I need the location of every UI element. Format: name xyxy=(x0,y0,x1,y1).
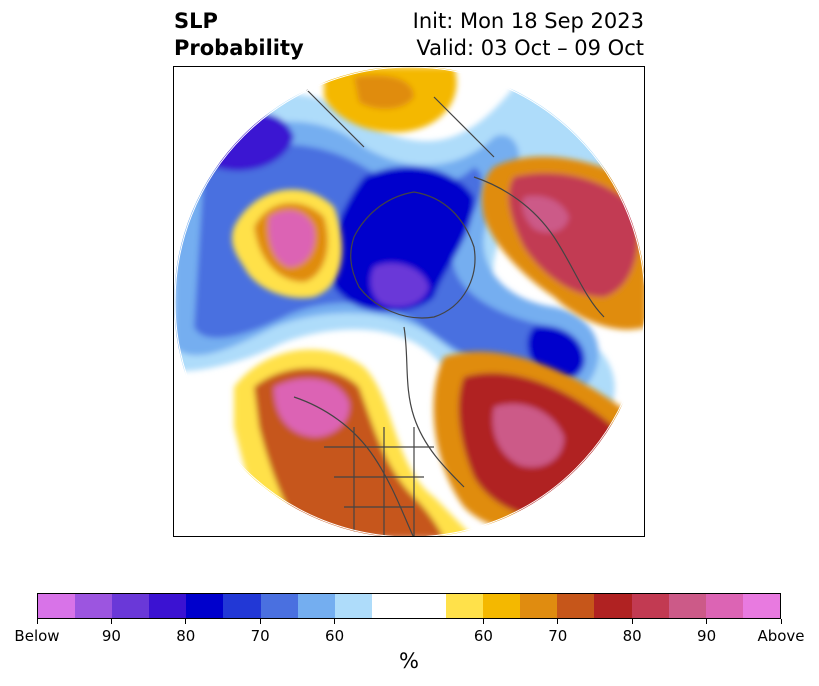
colorbar-swatch xyxy=(594,594,632,618)
colorbar-tick-label: 60 xyxy=(325,627,345,645)
colorbar-swatch xyxy=(742,594,780,618)
colorbar-swatch xyxy=(75,594,113,618)
colorbar-swatch xyxy=(631,594,669,618)
colorbar-swatch xyxy=(408,594,447,618)
title-product: Probability xyxy=(174,36,304,60)
probability-field xyxy=(174,67,644,536)
colorbar-tick xyxy=(36,619,38,624)
colorbar-tick-label: 90 xyxy=(697,627,717,645)
colorbar-tick-label: 60 xyxy=(473,627,493,645)
colorbar-swatch xyxy=(223,594,261,618)
colorbar-swatch xyxy=(371,594,409,618)
colorbar-tick xyxy=(780,619,782,624)
coastlines xyxy=(293,86,605,536)
colorbar-swatch xyxy=(557,594,595,618)
colorbar-swatch xyxy=(260,594,298,618)
title-variable: SLP xyxy=(174,9,218,33)
colorbar-swatch xyxy=(668,594,706,618)
colorbar-swatch xyxy=(446,594,484,618)
plot-title-left: SLP Probability xyxy=(174,8,304,62)
colorbar-tick-label: 90 xyxy=(101,627,121,645)
colorbar-swatch xyxy=(483,594,521,618)
colorbar-swatch xyxy=(705,594,743,618)
colorbar-tick-label: 70 xyxy=(250,627,270,645)
colorbar-swatch xyxy=(297,594,335,618)
colorbar-tick xyxy=(185,619,187,624)
valid-range: Valid: 03 Oct – 09 Oct xyxy=(416,36,644,60)
colorbar-ticks xyxy=(36,619,782,625)
init-date: Init: Mon 18 Sep 2023 xyxy=(412,9,644,33)
colorbar-tick-label: 80 xyxy=(176,627,196,645)
colorbar-swatch xyxy=(520,594,558,618)
probability-map xyxy=(174,67,644,536)
colorbar-tick xyxy=(110,619,112,624)
map-panel xyxy=(173,66,645,537)
colorbar-swatch xyxy=(38,594,76,618)
colorbar-tick xyxy=(259,619,261,624)
colorbar-swatch xyxy=(149,594,187,618)
colorbar-tick xyxy=(557,619,559,624)
colorbar-swatch xyxy=(186,594,224,618)
colorbar-tick-label: 70 xyxy=(548,627,568,645)
colorbar xyxy=(37,593,781,619)
plot-title-right: Init: Mon 18 Sep 2023 Valid: 03 Oct – 09… xyxy=(413,8,644,62)
colorbar-tick xyxy=(482,619,484,624)
colorbar-tick xyxy=(631,619,633,624)
colorbar-tick-label: 80 xyxy=(622,627,642,645)
colorbar-unit: % xyxy=(399,649,419,673)
colorbar-swatch xyxy=(334,594,372,618)
colorbar-tick-label: Above xyxy=(757,627,805,645)
colorbar-tick xyxy=(334,619,336,624)
colorbar-tick xyxy=(706,619,708,624)
colorbar-swatch xyxy=(112,594,150,618)
colorbar-tick-label: Below xyxy=(14,627,60,645)
